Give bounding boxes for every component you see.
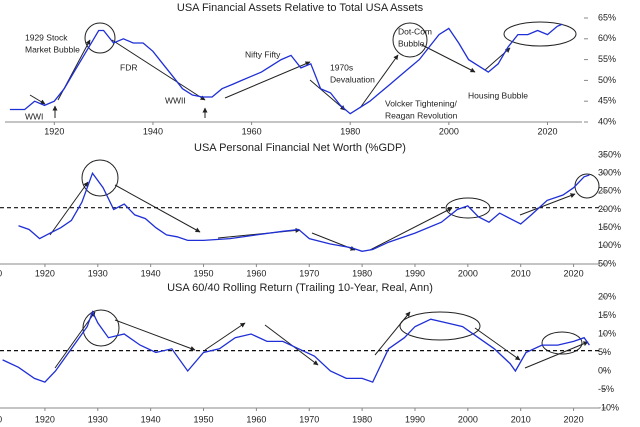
x-tick-label: 1990 xyxy=(405,268,425,278)
y-tick-label: 50% xyxy=(598,75,616,85)
x-tick-label: 1950 xyxy=(194,268,214,278)
y-tick-label: 300% xyxy=(598,168,621,178)
x-tick-label: 1910 xyxy=(0,414,2,424)
y-tick-label: 40% xyxy=(598,116,616,126)
y-tick-label: 20% xyxy=(598,291,616,301)
y-tick-label: 200% xyxy=(598,204,621,214)
y-tick-label: 350% xyxy=(598,149,621,159)
data-line xyxy=(2,310,590,383)
annotation: FDR xyxy=(120,62,137,72)
y-tick-label: 50% xyxy=(598,258,616,268)
y-tick-label: 45% xyxy=(598,96,616,106)
x-tick-label: 2000 xyxy=(458,268,478,278)
y-tick-label: 60% xyxy=(598,33,616,43)
x-tick-label: 1980 xyxy=(352,268,372,278)
x-tick-label: 1920 xyxy=(35,414,55,424)
x-tick-label: 1940 xyxy=(143,126,163,136)
annotation: 1970s xyxy=(330,62,353,72)
y-tick-label: 250% xyxy=(598,186,621,196)
x-tick-label: 1960 xyxy=(242,126,262,136)
y-tick-label: 100% xyxy=(598,240,621,250)
y-tick-label: 15% xyxy=(598,310,616,320)
x-tick-label: 1930 xyxy=(88,268,108,278)
y-tick-label: 0% xyxy=(598,365,611,375)
x-tick-label: 1980 xyxy=(352,414,372,424)
x-tick-label: 1990 xyxy=(405,414,425,424)
annotation: Nifty Fifty xyxy=(245,49,281,59)
x-tick-label: 2020 xyxy=(564,414,584,424)
annotation: Devaluation xyxy=(330,74,375,84)
annotation: WWII xyxy=(165,95,186,105)
x-tick-label: 1940 xyxy=(141,268,161,278)
x-tick-label: 1960 xyxy=(246,414,266,424)
x-tick-label: 1920 xyxy=(44,126,64,136)
y-tick-label: -5% xyxy=(598,384,614,394)
x-tick-label: 1910 xyxy=(0,268,2,278)
x-tick-label: 2020 xyxy=(537,126,557,136)
x-tick-label: 1930 xyxy=(88,414,108,424)
x-tick-label: 2020 xyxy=(564,268,584,278)
x-tick-label: 2010 xyxy=(511,268,531,278)
annotation: Dot-Com xyxy=(398,26,432,36)
x-tick-label: 1950 xyxy=(194,414,214,424)
x-tick-label: 1920 xyxy=(35,268,55,278)
x-tick-label: 1970 xyxy=(299,268,319,278)
x-tick-label: 1940 xyxy=(141,414,161,424)
y-tick-label: 55% xyxy=(598,54,616,64)
y-tick-label: 150% xyxy=(598,222,621,232)
x-tick-label: 1960 xyxy=(246,268,266,278)
chart-title: USA 60/40 Rolling Return (Trailing 10-Ye… xyxy=(167,282,433,294)
y-tick-label: 10% xyxy=(598,328,616,338)
annotation: 1929 Stock xyxy=(25,32,68,42)
annotation: WWI xyxy=(25,111,43,121)
annotation: Reagan Revolution xyxy=(385,110,458,120)
x-tick-label: 2010 xyxy=(511,414,531,424)
y-tick-label: -10% xyxy=(598,402,619,412)
x-tick-label: 2000 xyxy=(458,414,478,424)
y-tick-label: 5% xyxy=(598,347,611,357)
annotation: Bubble xyxy=(398,38,425,48)
data-line xyxy=(9,23,563,115)
annotation: Housing Bubble xyxy=(468,90,528,100)
x-tick-label: 1980 xyxy=(340,126,360,136)
annotation: Market Bubble xyxy=(25,44,80,54)
chart-title: USA Financial Assets Relative to Total U… xyxy=(177,2,424,14)
data-line xyxy=(18,171,590,252)
x-tick-label: 1970 xyxy=(299,414,319,424)
y-tick-label: 65% xyxy=(598,12,616,22)
annotation: Volcker Tightening/ xyxy=(385,98,457,108)
chart-title: USA Personal Financial Net Worth (%GDP) xyxy=(194,142,406,154)
x-tick-label: 2000 xyxy=(439,126,459,136)
